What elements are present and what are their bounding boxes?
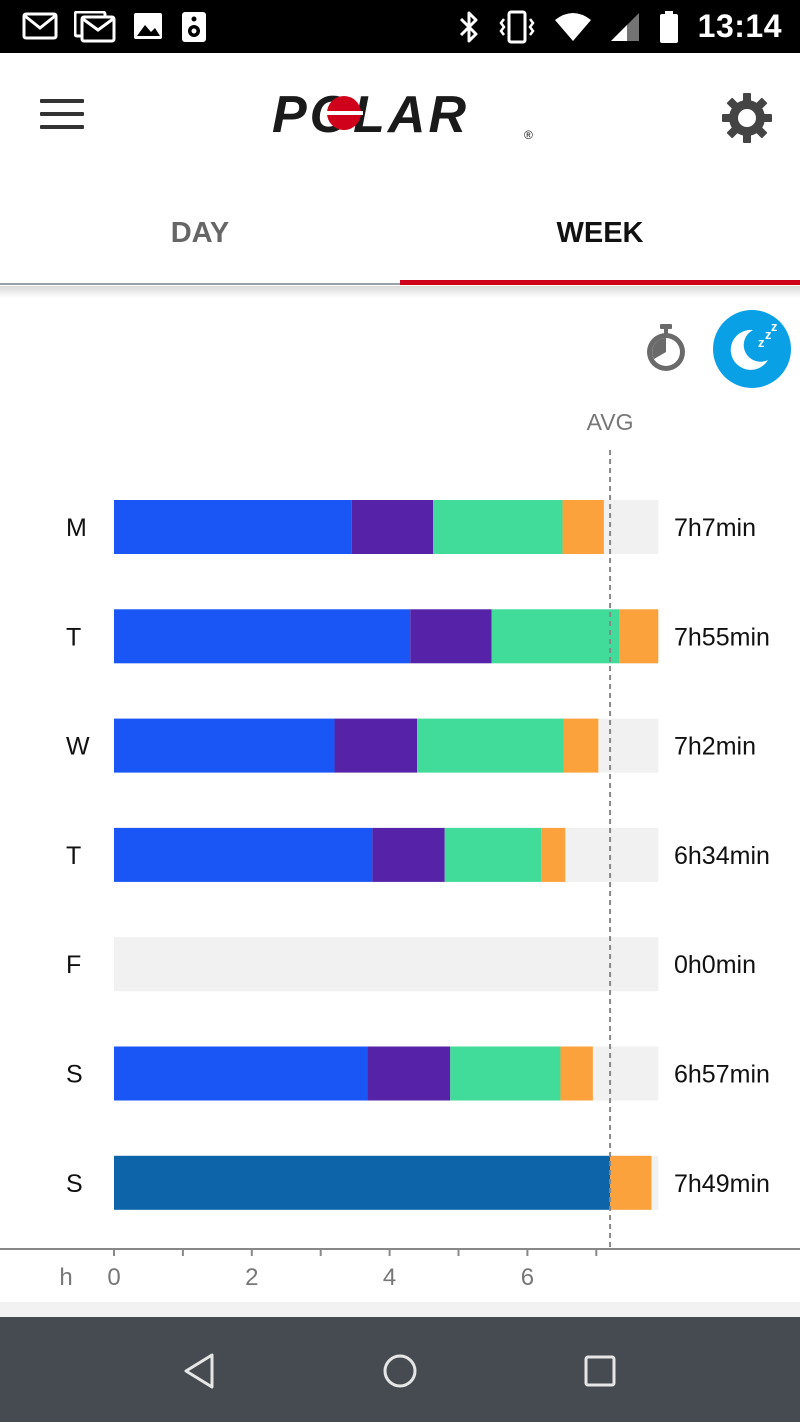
wifi-icon: [554, 12, 591, 41]
chart-footer-gap: [0, 1302, 800, 1317]
bar-segment-green: [450, 1046, 561, 1101]
day-total-label: 7h2min: [674, 733, 756, 761]
x-tick-label: 2: [245, 1264, 258, 1291]
gmail-icon: [74, 11, 116, 43]
day-label: S: [66, 1061, 83, 1089]
day-total-label: 6h34min: [674, 842, 770, 870]
x-unit-label: h: [59, 1264, 72, 1291]
bar-segment-green: [444, 827, 542, 882]
day-total-label: 7h7min: [674, 514, 756, 542]
logo-text: POLAR: [272, 87, 469, 143]
back-icon[interactable]: [174, 1345, 226, 1397]
svg-text:z: z: [765, 327, 772, 342]
bar-segment-orange: [563, 718, 599, 773]
bar-segment-deep: [114, 1046, 368, 1101]
system-icons: 13:14: [458, 8, 782, 45]
x-tick-label: 6: [521, 1264, 534, 1291]
tab-bar: DAY WEEK: [0, 183, 800, 286]
app-bar: POLAR ®: [0, 53, 800, 183]
x-tick-label: 0: [107, 1264, 120, 1291]
signal-icon: [610, 12, 639, 41]
bar-segment-orange: [560, 1046, 593, 1101]
navigation-bar: [0, 1317, 800, 1422]
speaker-icon: [182, 12, 206, 42]
bar-segment-deep: [114, 718, 335, 773]
day-total-label: 6h57min: [674, 1061, 770, 1089]
polar-logo: POLAR ®: [272, 87, 533, 143]
bar-track: [114, 937, 659, 992]
status-bar: 13:14: [0, 0, 800, 53]
bar-segment-green: [433, 500, 563, 554]
bar-segment-orange: [619, 609, 659, 664]
menu-line: [40, 112, 84, 116]
svg-text:z: z: [758, 335, 765, 350]
battery-icon: [659, 10, 678, 43]
tab-week[interactable]: WEEK: [556, 216, 644, 249]
bar-segment-green: [491, 609, 620, 664]
day-label: F: [66, 951, 81, 979]
day-total-label: 7h55min: [674, 623, 770, 651]
day-label: T: [66, 842, 81, 870]
bar-segment-purple: [334, 718, 418, 773]
tab-active-indicator: [400, 280, 800, 285]
tab-day[interactable]: DAY: [170, 216, 230, 249]
bar-segment-green: [417, 718, 564, 773]
menu-button[interactable]: [40, 99, 84, 135]
vibrate-icon: [499, 10, 535, 43]
home-icon[interactable]: [374, 1345, 426, 1397]
menu-line: [40, 99, 84, 103]
tab-shadow: [0, 286, 800, 298]
bar-segment-orange: [610, 1155, 652, 1210]
bluetooth-icon: [459, 11, 478, 42]
settings-gear-icon[interactable]: [720, 91, 774, 145]
moon-glyph: z z z: [730, 319, 778, 370]
status-time: 13:14: [697, 8, 782, 44]
day-total-label: 0h0min: [674, 951, 756, 979]
bar-segment-deep: [114, 609, 411, 664]
bar-segment-purple: [367, 1046, 451, 1101]
bar-segment-deep: [114, 500, 352, 554]
notification-icons: [22, 11, 208, 43]
logo-dot-stripe: [325, 111, 363, 115]
bar-segment-purple: [372, 827, 445, 882]
x-tick-label: 4: [383, 1264, 396, 1291]
avg-label: AVG: [587, 409, 634, 435]
logo-registered-mark: ®: [524, 128, 533, 142]
bar-segment-deep: [114, 827, 373, 882]
bar-segment-purple: [410, 609, 492, 664]
day-total-label: 7h49min: [674, 1170, 770, 1198]
sleep-moon-icon[interactable]: z z z: [713, 310, 791, 388]
image-icon: [134, 13, 162, 39]
svg-text:z: z: [771, 319, 778, 334]
day-label: T: [66, 623, 81, 651]
gmail-icon: [22, 12, 58, 40]
day-label: S: [66, 1170, 83, 1198]
recents-icon[interactable]: [574, 1345, 626, 1397]
stopwatch-icon[interactable]: [640, 322, 692, 374]
menu-line: [40, 125, 84, 129]
bar-segment-orange: [541, 827, 566, 882]
bar-segment-dark_blue: [114, 1155, 611, 1210]
day-label: W: [66, 733, 90, 761]
day-label: M: [66, 514, 87, 542]
bar-segment-purple: [351, 500, 434, 554]
bar-segment-orange: [562, 500, 604, 554]
